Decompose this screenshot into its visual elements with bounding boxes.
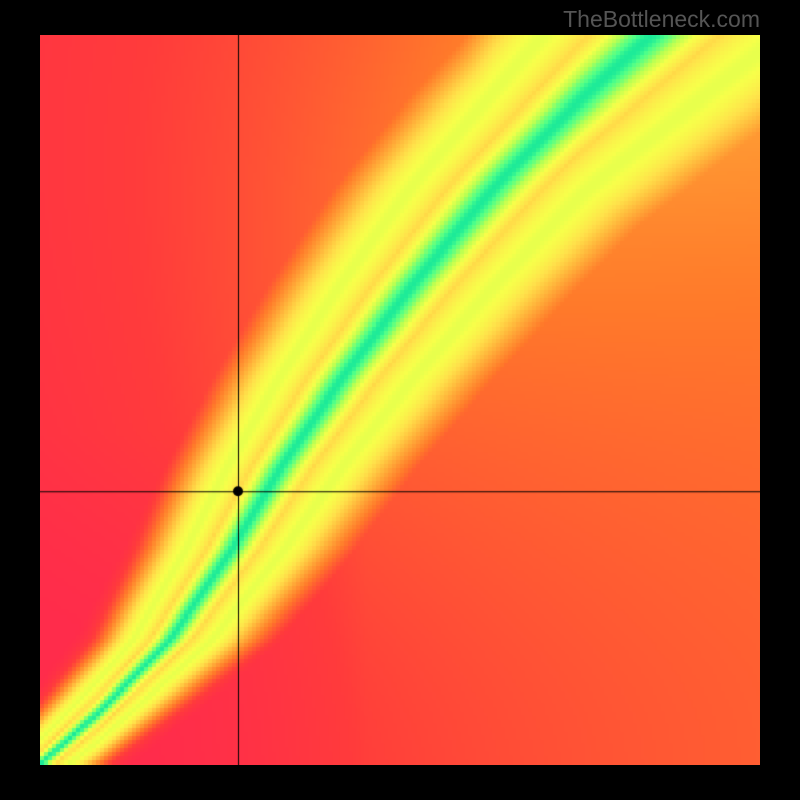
heatmap-plot xyxy=(40,35,760,765)
chart-container: TheBottleneck.com xyxy=(0,0,800,800)
watermark-text: TheBottleneck.com xyxy=(563,6,760,33)
